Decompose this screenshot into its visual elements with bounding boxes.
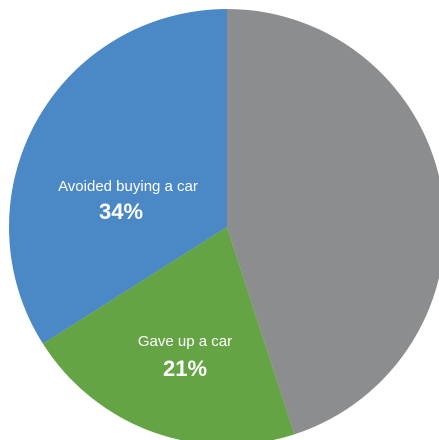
slice-label-avoided-buying: Avoided buying a car [58,178,198,195]
slice-value-gave-up: 21% [163,356,207,381]
slice-remaining [227,9,439,435]
pie-labels: Avoided buying a car 34% Gave up a car 2… [58,178,232,381]
slice-value-avoided-buying: 34% [99,199,143,224]
pie-slices [9,9,439,440]
slice-label-gave-up: Gave up a car [138,333,232,350]
slice-gave-up-a-car [42,227,295,440]
slice-avoided-buying-a-car [9,9,227,344]
